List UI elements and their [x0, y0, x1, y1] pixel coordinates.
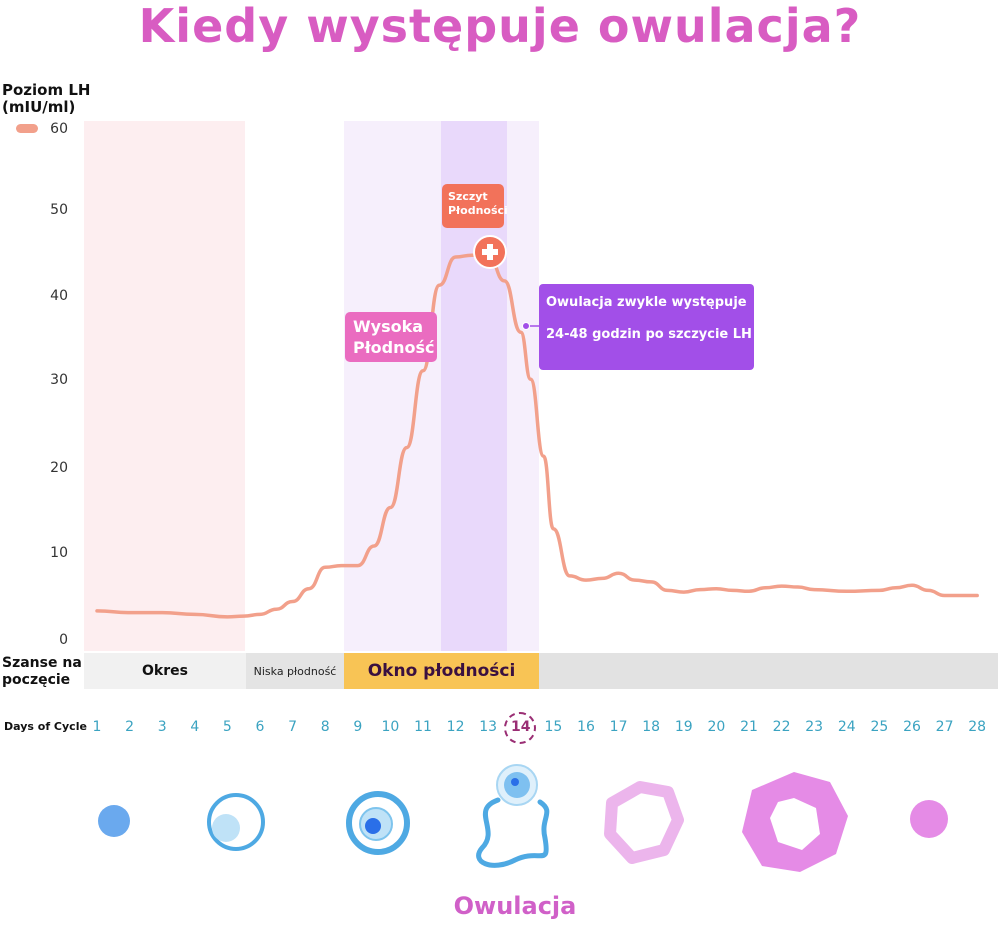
day-label: 3	[157, 719, 167, 735]
day-label: 10	[381, 719, 400, 735]
day-label: 15	[544, 719, 563, 735]
ovulation-note-line1: Owulacja zwykle występuje	[546, 295, 747, 310]
peak-fertility-tag: Szczyt Płodności	[442, 184, 508, 228]
ovulation-label: Owulacja	[453, 892, 577, 920]
band-period: Okres	[84, 653, 246, 689]
day-label: 27	[935, 719, 954, 735]
legend-swatch-lh	[16, 124, 38, 133]
band-fertile-window: Okno płodności	[344, 653, 539, 689]
day-label: 16	[577, 719, 595, 735]
day-label: 17	[609, 719, 628, 735]
y-axis-label: Poziom LH (mIU/ml)	[2, 82, 90, 116]
ovulation-follicle-icon	[476, 764, 550, 868]
y-tick-label: 0	[59, 632, 68, 648]
ovulation-note: Owulacja zwykle występuje 24-48 godzin p…	[539, 284, 754, 370]
y-tick-label: 10	[50, 545, 68, 561]
day-label: 4	[190, 719, 200, 735]
day-label: 8	[320, 719, 330, 735]
follicle-stage-2-icon	[207, 793, 265, 851]
y-axis-label-line1: Poziom LH	[2, 81, 91, 99]
follicle-stage-3-icon	[346, 791, 410, 855]
peak-marker-icon	[473, 235, 507, 269]
day-label: 28	[968, 719, 987, 735]
day-label: 2	[125, 719, 135, 735]
day-label: 23	[805, 719, 824, 735]
y-axis-label-line2: (mIU/ml)	[2, 98, 76, 116]
y-tick-label: 50	[50, 202, 68, 218]
day-label: 22	[772, 719, 791, 735]
highlight-day-circle	[504, 712, 536, 744]
day-label: 1	[92, 719, 102, 735]
day-label: 25	[870, 719, 889, 735]
day-label: 26	[903, 719, 921, 735]
high-fertility-tag: Wysoka Płodność	[345, 312, 437, 362]
series-layer	[95, 253, 979, 619]
peak-tag-line2: Płodności	[448, 204, 508, 217]
day-label: 21	[740, 719, 758, 735]
high-tag-line2: Płodność	[353, 338, 435, 357]
day-label: 19	[674, 719, 693, 735]
y-tick-label: 20	[50, 460, 68, 476]
high-tag-line1: Wysoka	[353, 317, 424, 336]
day-label: 9	[353, 719, 363, 735]
day-label: 5	[222, 719, 232, 735]
y-tick-label: 30	[50, 372, 68, 388]
corpus-luteum-early-icon	[604, 781, 684, 864]
day-label: 11	[414, 719, 432, 735]
series-line-lh	[95, 253, 979, 619]
chances-label: Szanse na poczęcie	[2, 655, 82, 689]
corpus-luteum-icon	[742, 772, 848, 872]
day-label: 6	[255, 719, 265, 735]
day-label: 20	[707, 719, 726, 735]
page-title: Kiedy występuje owulacja?	[138, 0, 862, 53]
day-label: 7	[288, 719, 298, 735]
ovulation-note-dot	[522, 322, 530, 330]
band-rest	[539, 653, 998, 689]
chances-label-line2: poczęcie	[2, 672, 71, 688]
day-label: 13	[479, 719, 498, 735]
ovulation-note-line2: 24-48 godzin po szczycie LH	[546, 327, 752, 342]
y-tick-label: 40	[50, 288, 68, 304]
day-label: 18	[642, 719, 661, 735]
chances-label-line1: Szanse na	[2, 655, 82, 671]
corpus-albicans-icon	[910, 800, 948, 838]
day-label: 12	[446, 719, 465, 735]
follicle-stage-1-icon	[98, 805, 130, 837]
y-tick-label: 60	[50, 121, 68, 137]
days-label: Days of Cycle	[4, 720, 87, 733]
day-label: 24	[837, 719, 856, 735]
peak-tag-line1: Szczyt	[448, 190, 488, 203]
period-region	[84, 121, 245, 651]
band-low-fertility: Niska płodność	[246, 653, 344, 689]
